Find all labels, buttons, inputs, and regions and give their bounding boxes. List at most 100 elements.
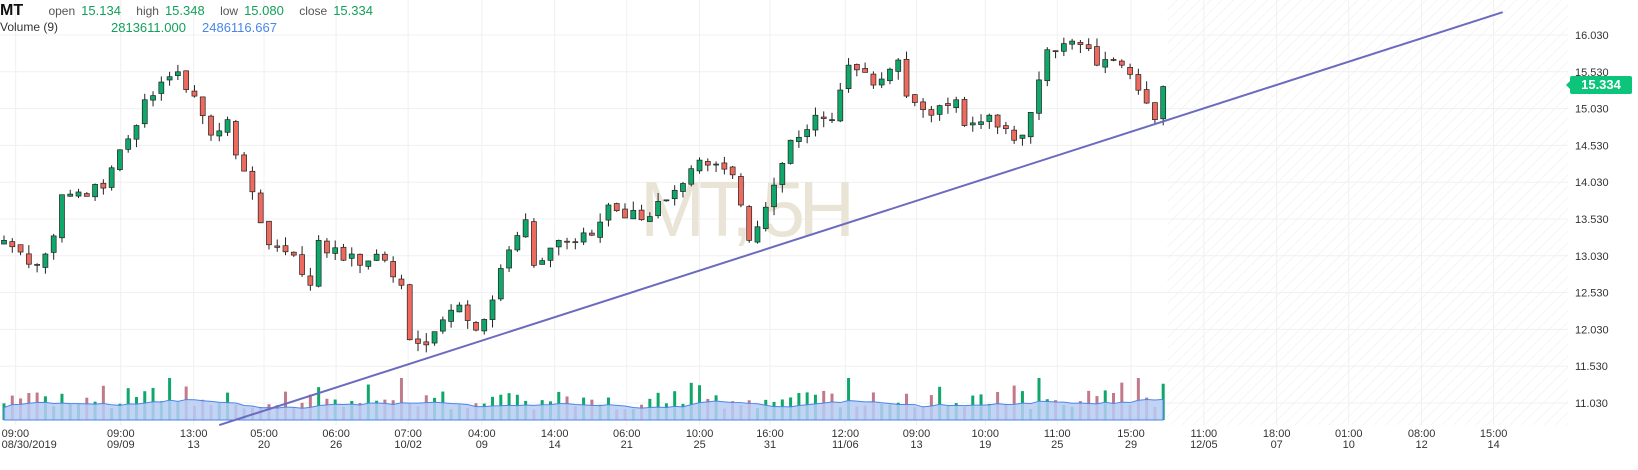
candle[interactable] <box>688 165 695 187</box>
candle[interactable] <box>555 239 562 256</box>
candle[interactable] <box>497 264 504 302</box>
candle[interactable] <box>713 161 719 172</box>
candle[interactable] <box>125 134 132 153</box>
candle[interactable] <box>928 105 935 123</box>
candle[interactable] <box>820 111 827 128</box>
candle[interactable] <box>67 189 74 197</box>
candle[interactable] <box>837 82 844 123</box>
candle[interactable] <box>191 85 198 98</box>
candle[interactable] <box>439 316 446 334</box>
candle[interactable] <box>1019 134 1026 146</box>
candle[interactable] <box>721 156 728 175</box>
candle[interactable] <box>605 202 612 227</box>
candle[interactable] <box>1102 51 1109 74</box>
candle[interactable] <box>158 76 165 101</box>
candle[interactable] <box>1 235 7 245</box>
candle[interactable] <box>870 71 877 89</box>
candle[interactable] <box>986 113 993 129</box>
candle[interactable] <box>464 300 471 329</box>
candle[interactable] <box>1077 39 1084 54</box>
candle[interactable] <box>1027 112 1034 144</box>
candle[interactable] <box>150 91 156 107</box>
candle[interactable] <box>696 157 703 174</box>
candle[interactable] <box>241 152 247 172</box>
candle[interactable] <box>531 218 537 268</box>
candle[interactable] <box>804 124 811 144</box>
candle[interactable] <box>390 256 397 283</box>
candle[interactable] <box>348 247 355 267</box>
candle[interactable] <box>1118 59 1125 69</box>
candle[interactable] <box>887 67 893 85</box>
candle[interactable] <box>9 238 16 253</box>
candle[interactable] <box>249 166 256 200</box>
candle[interactable] <box>1003 121 1009 135</box>
candle[interactable] <box>232 120 239 160</box>
candle[interactable] <box>680 181 686 198</box>
candle[interactable] <box>365 260 372 270</box>
candle[interactable] <box>108 165 115 191</box>
candle[interactable] <box>398 274 405 290</box>
candle[interactable] <box>920 98 926 118</box>
candle[interactable] <box>332 240 339 260</box>
candle[interactable] <box>911 94 918 107</box>
candle[interactable] <box>506 246 512 273</box>
candle[interactable] <box>953 96 960 113</box>
candle[interactable] <box>771 177 777 216</box>
candle[interactable] <box>166 71 173 86</box>
candle[interactable] <box>25 245 32 269</box>
candle[interactable] <box>448 304 454 328</box>
candle[interactable] <box>83 192 90 197</box>
candle[interactable] <box>59 194 65 243</box>
candle[interactable] <box>1036 71 1042 120</box>
candle[interactable] <box>315 235 322 288</box>
candle[interactable] <box>978 114 984 129</box>
candle[interactable] <box>638 204 645 221</box>
candle[interactable] <box>1052 50 1059 59</box>
candle[interactable] <box>878 72 885 89</box>
candle[interactable] <box>489 295 496 328</box>
candle[interactable] <box>589 229 595 236</box>
candle[interactable] <box>812 107 819 137</box>
candle[interactable] <box>746 205 753 243</box>
candle[interactable] <box>75 188 82 199</box>
candle[interactable] <box>216 122 223 142</box>
candle[interactable] <box>208 114 214 141</box>
candle[interactable] <box>199 96 206 125</box>
candle[interactable] <box>738 173 744 208</box>
candle[interactable] <box>936 104 943 121</box>
candle[interactable] <box>622 203 628 219</box>
candle[interactable] <box>141 93 148 128</box>
candle[interactable] <box>324 238 330 258</box>
candle[interactable] <box>1143 81 1150 104</box>
candle[interactable] <box>100 179 107 195</box>
candle[interactable] <box>704 158 711 172</box>
candle[interactable] <box>266 220 272 250</box>
candle[interactable] <box>92 183 98 201</box>
candle[interactable] <box>1152 102 1158 126</box>
candle[interactable] <box>456 302 463 313</box>
candle[interactable] <box>382 251 388 263</box>
candle[interactable] <box>481 318 488 335</box>
candle[interactable] <box>1011 125 1018 144</box>
candle[interactable] <box>1044 47 1051 87</box>
candle[interactable] <box>290 251 297 257</box>
candle[interactable] <box>903 51 910 99</box>
candle[interactable] <box>274 239 281 252</box>
trendline[interactable] <box>218 11 1503 427</box>
candle[interactable] <box>564 237 570 250</box>
candle[interactable] <box>845 58 852 93</box>
candle[interactable] <box>787 139 794 165</box>
candle[interactable] <box>862 62 868 73</box>
candle[interactable] <box>340 243 347 261</box>
candle[interactable] <box>133 124 140 148</box>
candle[interactable] <box>597 213 604 243</box>
candle[interactable] <box>224 116 231 136</box>
candle[interactable] <box>539 257 546 265</box>
candle[interactable] <box>357 253 363 274</box>
candle[interactable] <box>754 220 761 244</box>
candle[interactable] <box>547 247 554 268</box>
candle[interactable] <box>473 321 479 332</box>
candle[interactable] <box>945 97 951 114</box>
candle[interactable] <box>373 249 380 261</box>
